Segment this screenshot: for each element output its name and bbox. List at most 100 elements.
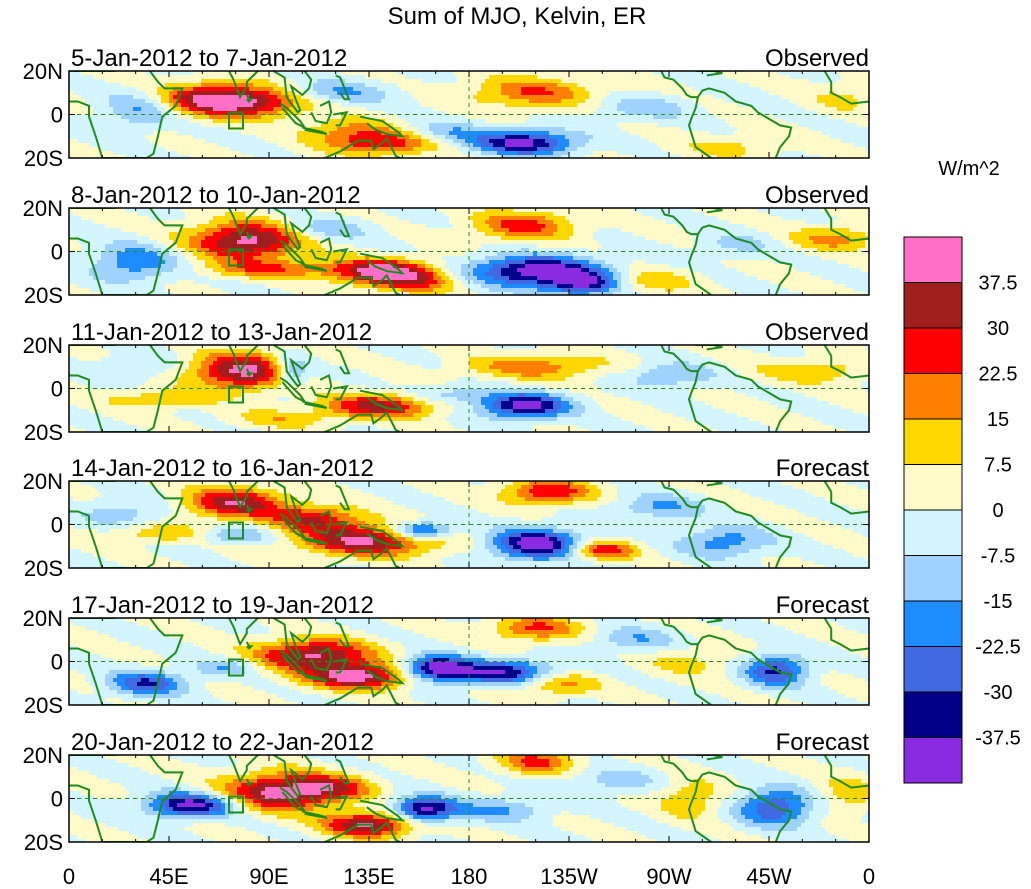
y-tick-label: 0	[51, 650, 63, 675]
y-tick-label: 20N	[23, 333, 63, 358]
panel-2: 20N 0 20S 8-Jan-2012 to 10-Jan-2012 Observed	[23, 182, 870, 308]
coastline	[302, 536, 328, 546]
x-tick-label: 0	[863, 864, 875, 889]
coastline	[333, 385, 349, 401]
y-tick-label: 20N	[23, 606, 63, 631]
colorbar-swatch	[903, 327, 963, 374]
y-tick-label: 20S	[24, 830, 63, 855]
coastline	[635, 208, 712, 295]
x-tick-label: 0	[63, 864, 75, 889]
colorbar-level-label: 7.5	[984, 455, 1012, 477]
coastline	[245, 504, 254, 513]
coastline	[333, 521, 349, 537]
coastline	[823, 345, 869, 379]
index-box	[228, 658, 244, 677]
coastline	[697, 361, 793, 432]
panel-kind-label: Observed	[765, 182, 869, 209]
panel-date-range: 11-Jan-2012 to 13-Jan-2012	[71, 319, 372, 346]
x-tick-label: 135W	[540, 864, 598, 889]
coastline	[695, 755, 723, 761]
coastline	[279, 376, 308, 405]
coastline	[635, 755, 712, 842]
coastline	[635, 618, 712, 705]
coastline	[226, 345, 260, 374]
coastline	[695, 345, 723, 351]
coastline	[310, 99, 333, 125]
coastline	[695, 208, 723, 214]
coastline	[69, 345, 184, 432]
coastline	[359, 662, 406, 685]
coastline	[823, 618, 869, 652]
colorbar-level-label: 37.5	[979, 273, 1018, 295]
colorbar-swatch	[903, 464, 963, 511]
colorbar-swatch	[903, 418, 963, 465]
colorbar-level-label: 22.5	[979, 364, 1018, 386]
coastline	[69, 618, 184, 705]
coastline	[697, 771, 793, 842]
panel-4: 20N 0 20S 14-Jan-2012 to 16-Jan-2012 Forecas…	[23, 455, 870, 581]
colorbar-level-label: -7.5	[981, 546, 1015, 568]
panel-kind-label: Forecast	[776, 455, 870, 482]
y-tick-label: 20S	[24, 146, 63, 171]
x-tick-label: 45W	[746, 864, 791, 889]
colorbar-swatch	[903, 646, 963, 693]
coastline	[310, 646, 333, 672]
coastline	[302, 126, 328, 136]
coastline	[69, 208, 184, 295]
chart-title: Sum of MJO, Kelvin, ER	[388, 3, 647, 30]
coastline	[245, 231, 254, 240]
coastline	[359, 389, 406, 412]
index-box	[228, 385, 244, 404]
colorbar-units: W/m^2	[938, 158, 1000, 180]
anomaly-field	[69, 71, 869, 158]
coastline	[245, 778, 254, 787]
y-tick-label: 20S	[24, 556, 63, 581]
colorbar-level-label: 30	[987, 318, 1009, 340]
y-tick-label: 20N	[23, 469, 63, 494]
coastline	[69, 481, 184, 568]
y-tick-label: 0	[51, 103, 63, 128]
coastline	[226, 755, 260, 784]
coastline	[272, 755, 313, 798]
coastline	[697, 87, 793, 158]
coastline	[823, 71, 869, 105]
coastline	[279, 649, 308, 678]
coastline	[635, 345, 712, 432]
coastline	[324, 820, 401, 842]
x-tick-label: 90E	[249, 864, 288, 889]
panel-6: 20N 0 20S 20-Jan-2012 to 22-Jan-2012 Forecas…	[23, 729, 870, 855]
panel-date-range: 17-Jan-2012 to 19-Jan-2012	[71, 592, 374, 619]
coastline	[302, 400, 328, 410]
y-tick-label: 0	[51, 513, 63, 538]
coastline	[279, 239, 308, 268]
coastline	[245, 94, 254, 103]
coastline	[324, 683, 401, 705]
coastline	[69, 755, 184, 842]
index-box	[228, 248, 244, 267]
panel-5: 20N 0 20S 17-Jan-2012 to 19-Jan-2012 Forecas…	[23, 592, 870, 718]
colorbar-swatch	[903, 373, 963, 420]
panel-date-range: 8-Jan-2012 to 10-Jan-2012	[71, 182, 361, 209]
coastline	[226, 71, 260, 100]
colorbar-swatch	[903, 555, 963, 602]
coastline	[335, 211, 351, 238]
coastline	[272, 481, 313, 524]
coastline	[823, 208, 869, 242]
colorbar-level-label: 15	[987, 409, 1009, 431]
coastline	[324, 273, 401, 295]
coastline	[823, 755, 869, 789]
coastline	[302, 810, 328, 820]
colorbar-level-label: -37.5	[975, 728, 1021, 750]
panel-3: 20N 0 20S 11-Jan-2012 to 13-Jan-2012 Observe…	[23, 319, 870, 445]
x-tick-label: 180	[451, 864, 488, 889]
coastline	[310, 236, 333, 262]
coastline	[697, 634, 793, 705]
coastline	[245, 641, 254, 650]
coastline	[635, 481, 712, 568]
y-tick-label: 20N	[23, 59, 63, 84]
panel-date-range: 20-Jan-2012 to 22-Jan-2012	[71, 729, 374, 756]
coastline	[279, 102, 308, 131]
colorbar-level-label: -22.5	[975, 637, 1021, 659]
y-tick-label: 0	[51, 377, 63, 402]
panel-kind-label: Forecast	[776, 592, 870, 619]
